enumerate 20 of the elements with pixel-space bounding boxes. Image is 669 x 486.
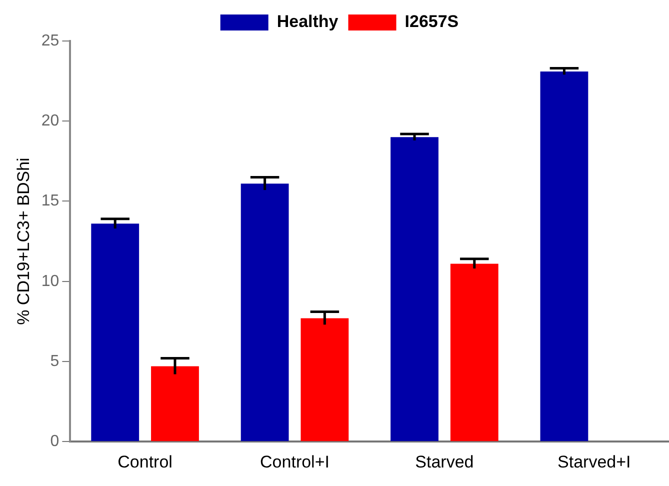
- x-tick-label: Starved+I: [558, 452, 631, 472]
- y-tick-label: 10: [41, 272, 60, 290]
- y-axis-title: % CD19+LC3+ BDShi: [14, 158, 33, 325]
- y-tick-label: 15: [41, 192, 60, 210]
- y-tick-label: 5: [50, 352, 60, 370]
- y-tick-label: 0: [50, 433, 60, 450]
- x-tick-label: Control: [118, 452, 172, 472]
- bar: [300, 318, 349, 442]
- y-tick-label: 25: [41, 32, 60, 50]
- y-tick-label: 20: [41, 112, 60, 130]
- bar: [450, 264, 498, 442]
- legend-label: I2657S: [404, 12, 459, 32]
- bar: [91, 224, 140, 442]
- x-tick-label: Starved: [415, 452, 474, 472]
- bar: [390, 137, 438, 442]
- bar: [151, 366, 199, 442]
- bar: [540, 71, 588, 442]
- bar: [240, 184, 289, 442]
- legend-label: Healthy: [276, 12, 339, 32]
- x-tick-label: Control+I: [260, 452, 330, 472]
